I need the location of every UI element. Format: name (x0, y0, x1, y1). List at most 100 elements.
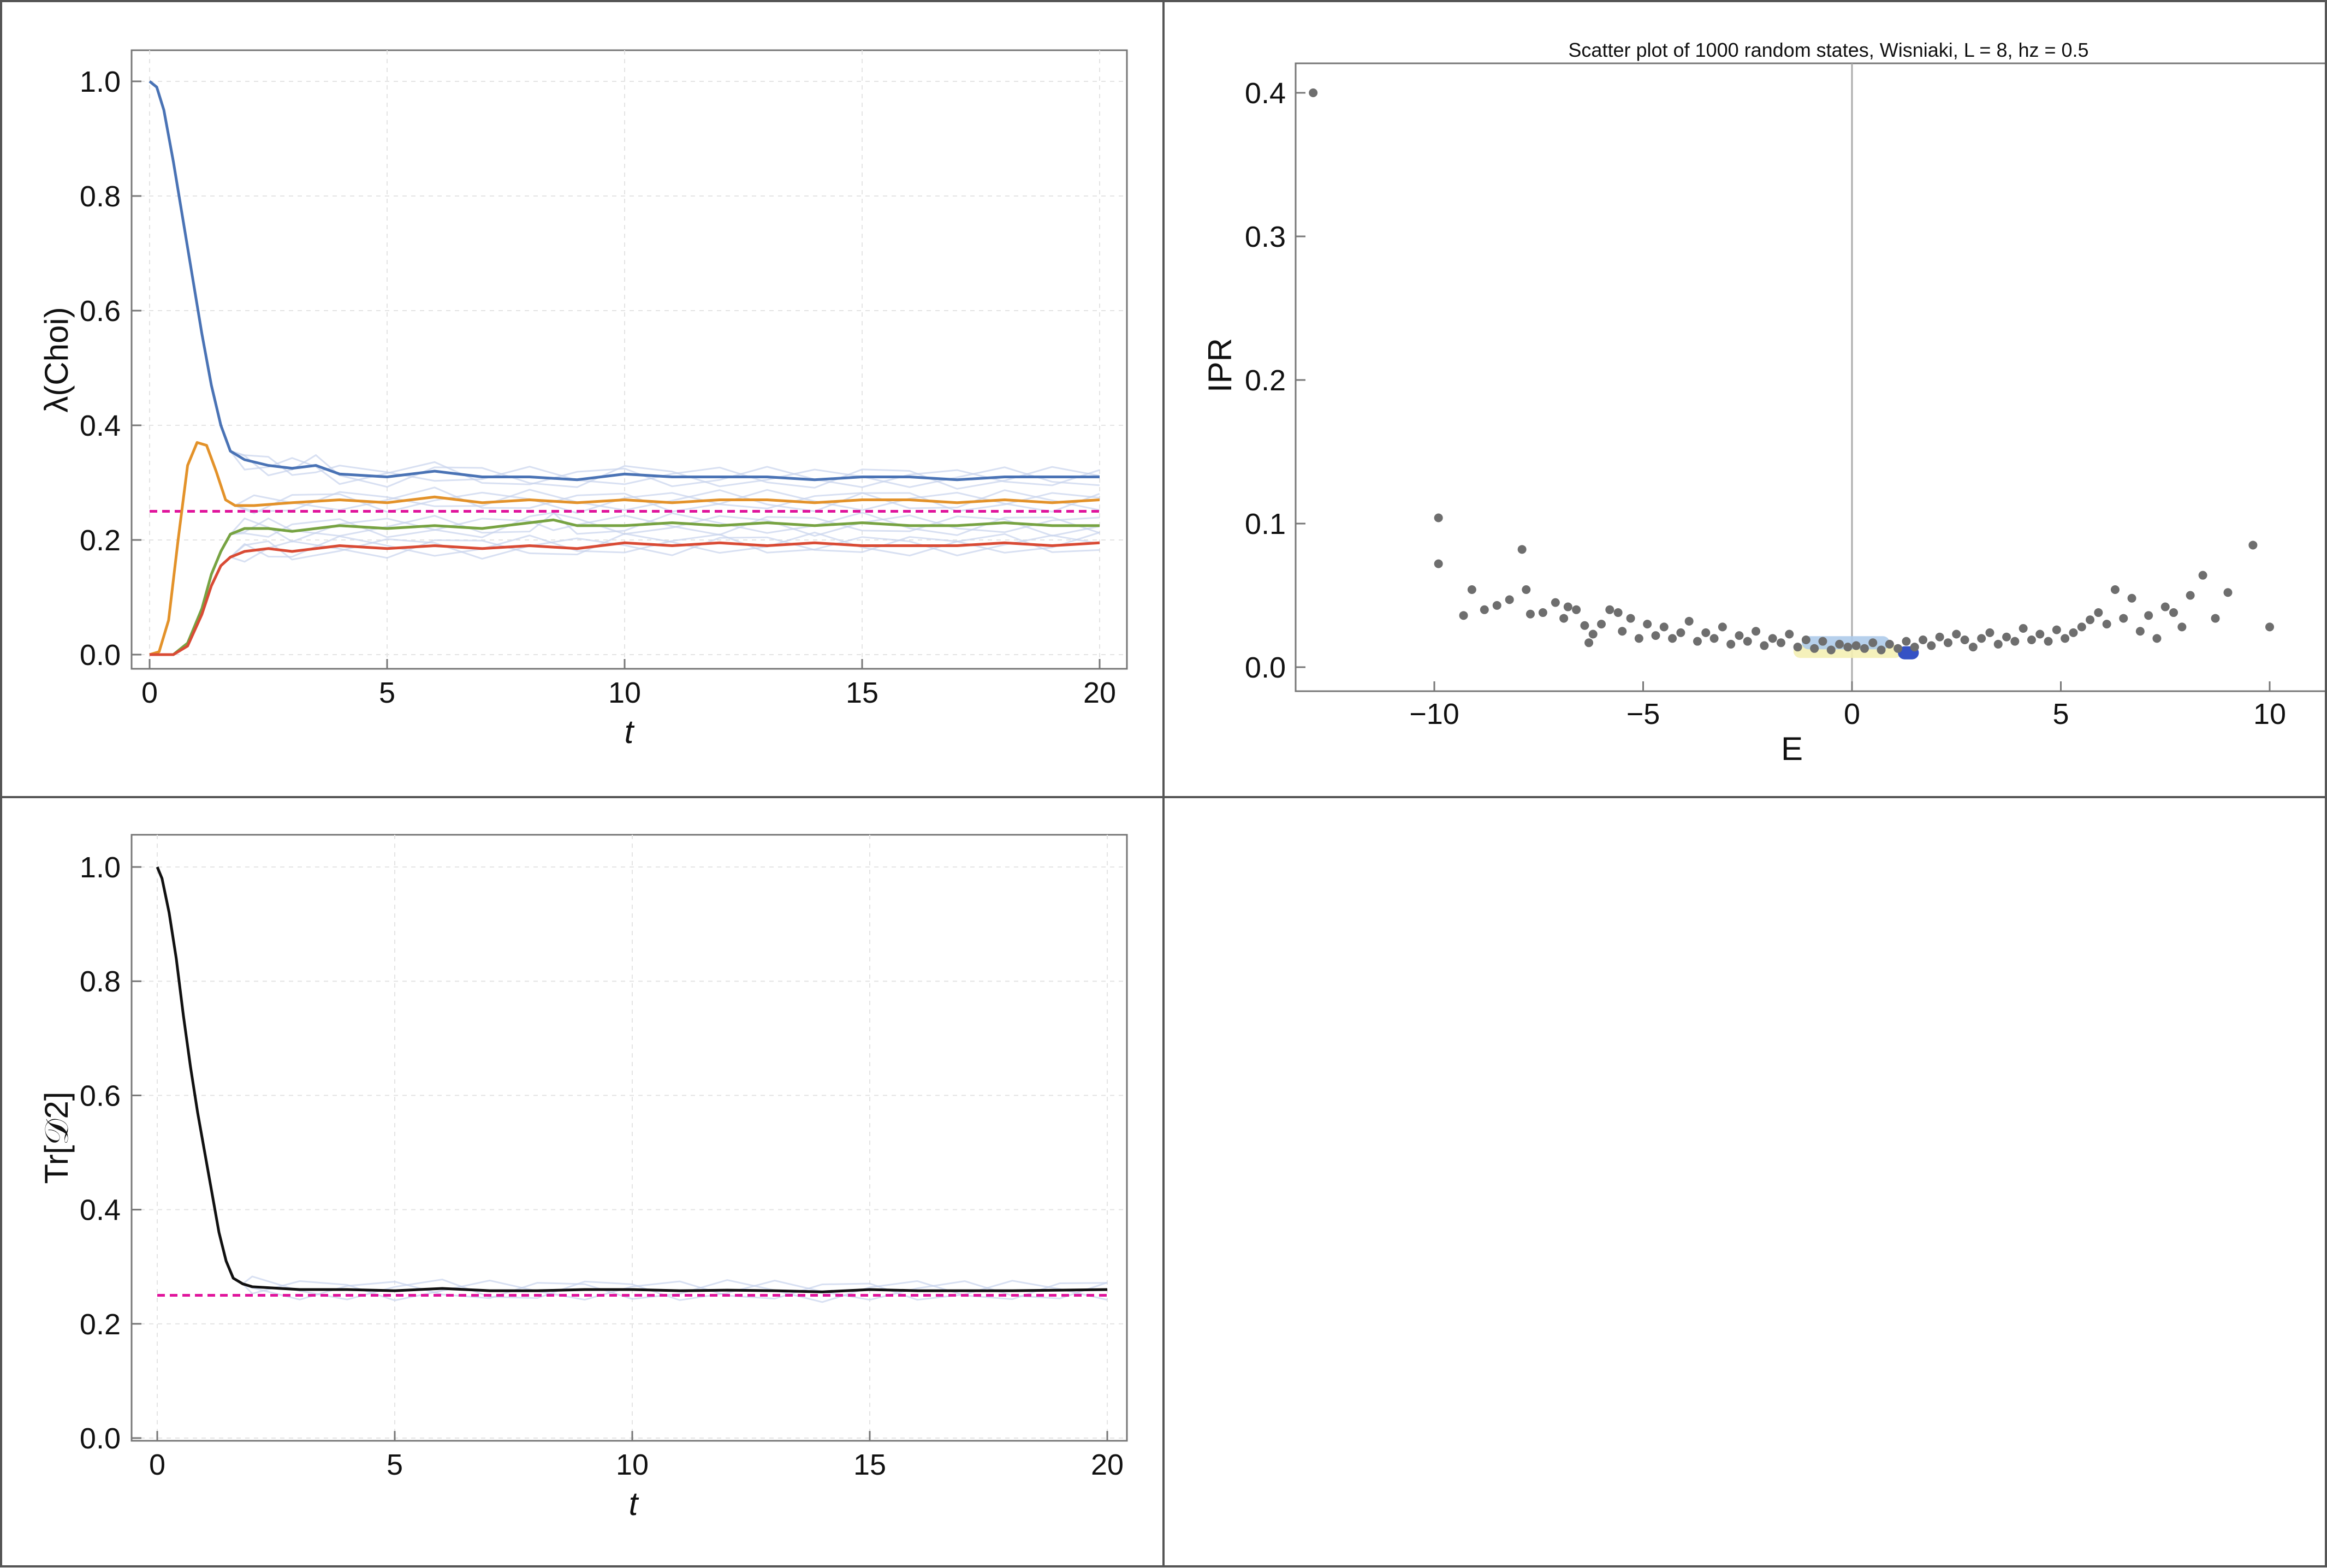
scatter-point (1793, 643, 1802, 652)
scatter-point (1993, 639, 2003, 649)
x-tick-label: 0 (1844, 698, 1860, 730)
scatter-point (1760, 641, 1769, 650)
y-tick-label: 0.8 (80, 180, 121, 213)
scatter-point (2110, 585, 2120, 594)
scatter-point (2094, 608, 2103, 617)
plot-frame (130, 49, 1128, 670)
scatter-points (1309, 88, 2274, 655)
tick-group: −10 −5 0 5 10 0.0 0.1 0.2 0.3 0.4 (1245, 77, 2286, 730)
scatter-point (1522, 585, 1531, 594)
x-tick-label: 10 (608, 676, 641, 709)
y-tick-label: 0.4 (80, 409, 121, 442)
scatter-point (1960, 635, 1969, 645)
x-tick-label: 5 (2052, 698, 2069, 730)
tick-group: 0 5 10 15 20 0.0 0.2 0.4 0.6 0.8 1.0 (80, 851, 1124, 1481)
x-tick-label: 0 (141, 676, 158, 709)
x-tick-label: 15 (853, 1448, 886, 1481)
scatter-point (1868, 638, 1878, 648)
x-tick-label: 5 (379, 676, 395, 709)
scatter-point (2211, 614, 2220, 623)
scatter-point (2198, 571, 2207, 580)
scatter-point (2061, 634, 2070, 643)
x-tick-label: 0 (149, 1448, 165, 1481)
x-axis-label: E (1781, 730, 1803, 767)
scatter-point (1885, 639, 1894, 649)
scatter-point (1580, 621, 1589, 630)
scatter-point (2169, 608, 2178, 617)
scatter-point (1597, 620, 1606, 629)
x-tick-label: 10 (616, 1448, 649, 1481)
y-tick-label: 1.0 (80, 66, 121, 98)
plot-frame (130, 834, 1128, 1442)
scatter-point (1701, 628, 1711, 637)
scatter-point (2019, 623, 2028, 633)
scatter-point (2265, 622, 2274, 632)
y-tick-label: 1.0 (80, 851, 121, 884)
y-axis-label: Tr[𝒟2] (38, 1092, 75, 1184)
choi-eigenvalue-chart: 0 5 10 15 20 0.0 0.2 0.4 0.6 0.8 1.0 t λ(Choi) (38, 49, 1128, 750)
panel-trace-d-squared: 0 5 10 15 20 0.0 0.2 0.4 0.6 0.8 1.0 t Tr[𝒟2] (0, 796, 1165, 1567)
scatter-point (1563, 602, 1572, 611)
scatter-point (2010, 637, 2020, 646)
scatter-point (1776, 638, 1785, 648)
scatter-point (1588, 629, 1598, 639)
y-tick-label: 0.8 (80, 965, 121, 998)
scatter-point (1835, 639, 1844, 649)
scatter-point (1634, 634, 1643, 643)
y-tick-label: 0.0 (80, 1422, 121, 1455)
y-tick-label: 0.3 (1245, 221, 1286, 253)
scatter-point (2223, 588, 2233, 597)
panel-ipr-scatter: Scatter plot of 1000 random states, Wisn… (1162, 0, 2327, 798)
y-tick-label: 0.6 (80, 295, 121, 328)
y-tick-label: 0.2 (1245, 364, 1286, 397)
trace-d2-chart: 0 5 10 15 20 0.0 0.2 0.4 0.6 0.8 1.0 t Tr[𝒟2] (38, 834, 1128, 1522)
scatter-point (1801, 635, 1810, 645)
scatter-point (1943, 638, 1952, 648)
x-axis-label: t (629, 1486, 639, 1522)
x-tick-label: 20 (1091, 1448, 1124, 1481)
series-group (156, 866, 1108, 1293)
y-tick-label: 0.0 (80, 639, 121, 672)
scatter-point (1851, 641, 1861, 650)
scatter-point (2119, 614, 2128, 623)
scatter-point (1525, 609, 1535, 619)
scatter-point (1492, 601, 1501, 610)
scatter-point (1843, 643, 1853, 652)
scatter-point (1818, 637, 1827, 646)
scatter-point (1517, 545, 1527, 554)
scatter-point (2177, 622, 2187, 632)
series-line (150, 541, 1100, 656)
series-group (149, 80, 1100, 656)
x-axis-label: t (625, 714, 635, 750)
scatter-point (1467, 585, 1476, 594)
y-tick-label: 0.4 (80, 1194, 121, 1227)
y-tick-label: 0.1 (1245, 508, 1286, 541)
scatter-point (1605, 605, 1614, 614)
scatter-point (1572, 605, 1581, 614)
scatter-point (1626, 614, 1635, 623)
scatter-point (1743, 637, 1752, 646)
scatter-point (1893, 644, 1903, 653)
scatter-point (1584, 638, 1594, 648)
scatter-point (2027, 635, 2036, 645)
scatter-point (2135, 627, 2145, 636)
scatter-point (1559, 614, 1569, 623)
chart-title: Scatter plot of 1000 random states, Wisn… (1568, 39, 2088, 61)
scatter-point (2086, 615, 2095, 625)
scatter-point (2035, 629, 2045, 639)
x-tick-label: 15 (846, 676, 878, 709)
y-tick-label: 0.6 (80, 1079, 121, 1112)
scatter-point (1902, 637, 1911, 646)
x-tick-label: 10 (2253, 698, 2286, 730)
scatter-point (1910, 643, 1919, 652)
scatter-point (1735, 631, 1744, 640)
scatter-point (1459, 611, 1468, 620)
scatter-point (1551, 598, 1560, 607)
scatter-point (2186, 591, 2195, 600)
scatter-point (1768, 634, 1777, 643)
y-tick-label: 0.4 (1245, 77, 1286, 110)
scatter-point (1693, 637, 1702, 646)
scatter-point (1505, 595, 1514, 604)
empty-panel (1162, 796, 2327, 1567)
scatter-point (1952, 629, 1961, 639)
